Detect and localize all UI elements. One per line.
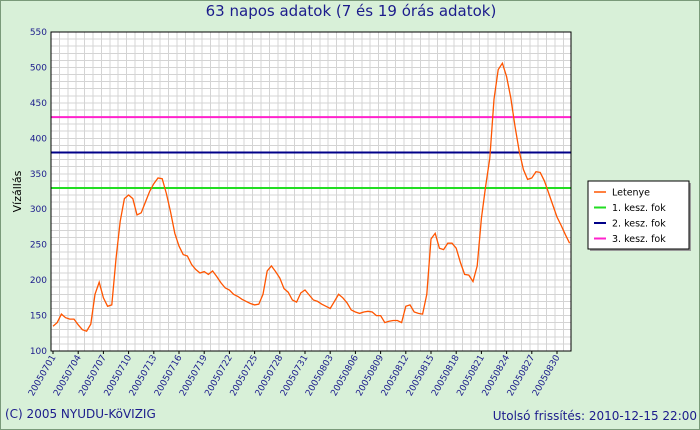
y-tick-label: 300 — [30, 205, 47, 215]
copyright-text: (C) 2005 NYUDU-KöVIZIG — [5, 407, 156, 421]
y-tick-label: 200 — [30, 276, 47, 286]
last-update-text: Utolsó frissítés: 2010-12-15 22:00 — [492, 409, 697, 423]
legend-label: Letenye — [612, 188, 650, 199]
y-tick-label: 350 — [30, 170, 47, 180]
chart-title: 63 napos adatok (7 és 19 órás adatok) — [205, 2, 497, 20]
y-axis-label: Vízállás — [11, 170, 24, 212]
y-tick-label: 450 — [30, 99, 47, 109]
y-tick-label: 500 — [30, 63, 47, 73]
legend-label: 1. kesz. fok — [612, 203, 666, 214]
y-tick-label: 400 — [30, 134, 47, 144]
legend: Letenye 1. kesz. fok 2. kesz. fok 3. kesz. … — [587, 180, 690, 250]
y-tick-label: 550 — [30, 28, 47, 38]
legend-label: 3. kesz. fok — [612, 234, 666, 245]
y-tick-label: 100 — [30, 347, 47, 357]
legend-label: 2. kesz. fok — [612, 219, 666, 230]
y-tick-label: 250 — [30, 241, 47, 251]
plot-border — [50, 31, 572, 352]
y-tick-label: 150 — [30, 312, 47, 322]
series-line-letenye — [52, 61, 571, 332]
